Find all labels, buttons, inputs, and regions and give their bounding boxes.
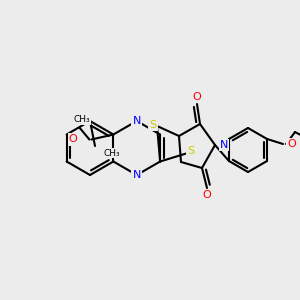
Text: S: S <box>188 146 195 157</box>
Text: O: O <box>287 139 296 149</box>
Text: CH₃: CH₃ <box>73 115 90 124</box>
Text: N: N <box>133 116 141 126</box>
Text: S: S <box>149 120 157 130</box>
Text: N: N <box>220 140 228 150</box>
Text: O: O <box>193 92 201 102</box>
Text: O: O <box>69 134 77 145</box>
Text: CH₃: CH₃ <box>103 148 120 158</box>
Text: O: O <box>202 190 211 200</box>
Text: N: N <box>133 170 141 180</box>
